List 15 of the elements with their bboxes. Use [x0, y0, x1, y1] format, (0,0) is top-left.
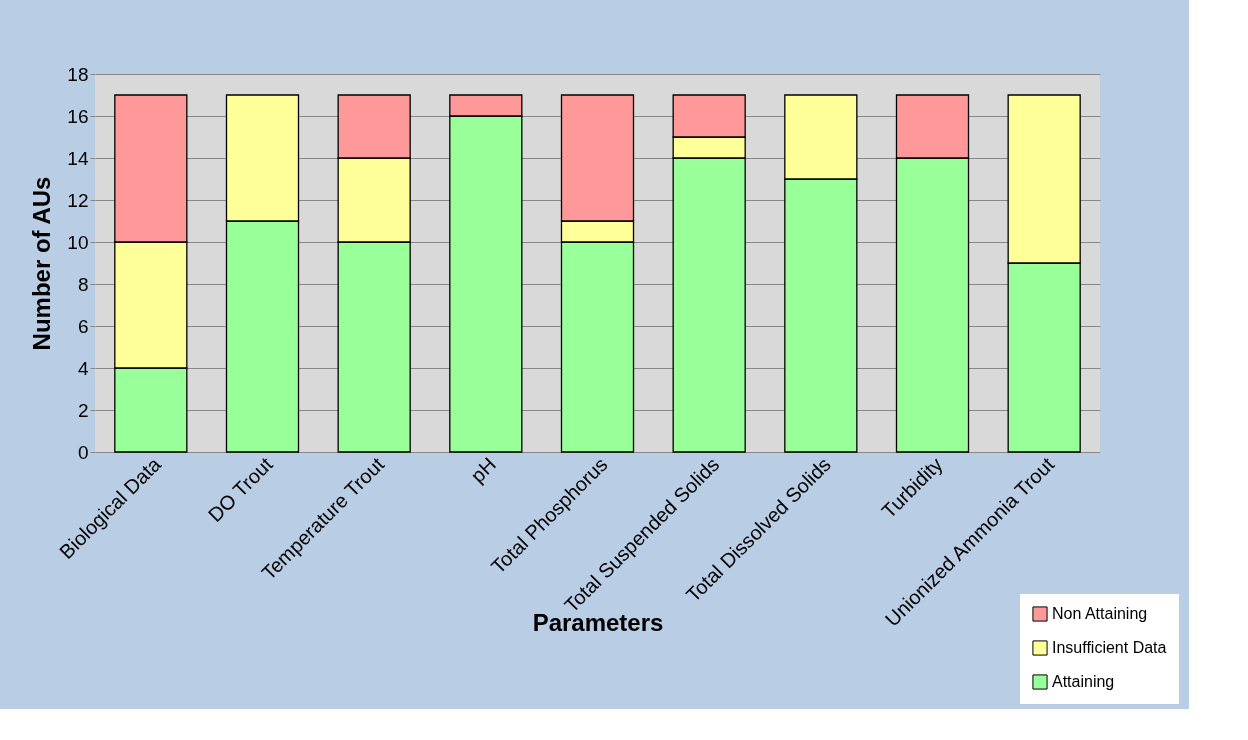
legend-label: Insufficient Data — [1052, 639, 1167, 656]
y-tick-label: 12 — [67, 189, 89, 211]
legend-label: Non Attaining — [1052, 605, 1148, 622]
y-tick-label: 4 — [77, 357, 89, 379]
y-tick-label: 10 — [67, 231, 89, 253]
x-tick-label: pH — [466, 453, 500, 487]
y-tick-label: 8 — [77, 273, 89, 295]
y-axis-title: Number of AUs — [28, 176, 56, 351]
y-tick-label: 16 — [67, 105, 89, 127]
y-tick-label: 6 — [77, 315, 89, 337]
legend-label: Attaining — [1052, 673, 1115, 690]
y-tick-label: 14 — [67, 147, 89, 169]
y-tick-label: 0 — [77, 441, 89, 463]
y-tick-label: 18 — [67, 63, 89, 85]
y-tick-label: 2 — [77, 399, 89, 421]
